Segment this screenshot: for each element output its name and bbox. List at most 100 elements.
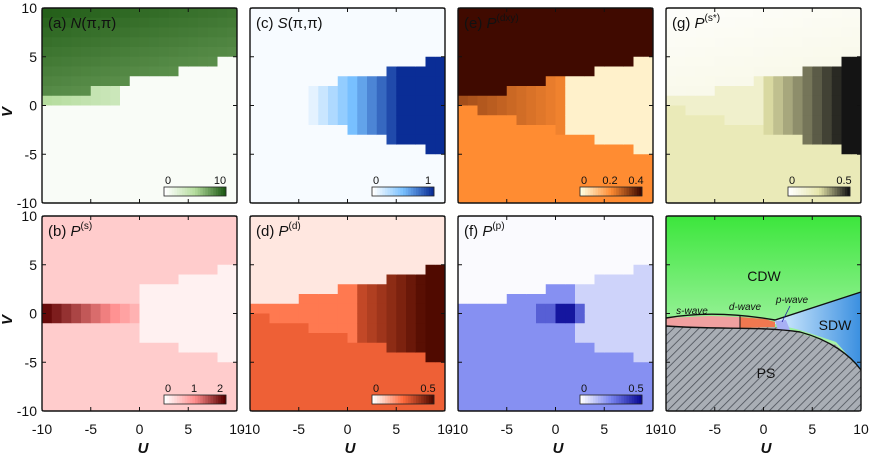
heatmap-cell — [545, 164, 556, 175]
heatmap-cell — [227, 183, 238, 194]
heatmap-cell — [168, 313, 179, 324]
heatmap-cell — [802, 125, 813, 136]
heatmap-cell — [129, 125, 140, 136]
heatmap-cell — [337, 362, 348, 373]
heatmap-cell — [207, 66, 218, 77]
heatmap-cell — [526, 294, 537, 305]
heatmap-cell — [120, 342, 131, 353]
heatmap-cell — [207, 86, 218, 97]
heatmap-cell — [120, 216, 131, 227]
heatmap-cell — [604, 105, 615, 116]
heatmap-cell — [367, 66, 378, 77]
heatmap-cell — [42, 193, 53, 204]
heatmap-cell — [555, 115, 566, 126]
heatmap-cell — [763, 183, 774, 194]
heatmap-cell — [81, 76, 92, 87]
heatmap-cell — [565, 193, 576, 204]
heatmap-cell — [831, 27, 842, 38]
colorbar-segment — [200, 187, 204, 196]
heatmap-cell — [812, 56, 823, 67]
heatmap-cell — [139, 372, 150, 383]
heatmap-cell — [714, 115, 725, 126]
heatmap-cell — [506, 66, 517, 77]
heatmap-cell — [168, 303, 179, 314]
heatmap-cell — [822, 164, 833, 175]
heatmap-cell — [594, 235, 605, 246]
heatmap-cell — [666, 115, 677, 126]
heatmap-cell — [425, 115, 436, 126]
heatmap-cell — [198, 154, 209, 165]
heatmap-cell — [575, 342, 586, 353]
heatmap-cell — [51, 401, 62, 412]
heatmap-cell — [71, 313, 82, 324]
heatmap-cell — [227, 255, 238, 266]
heatmap-cell — [851, 173, 862, 184]
heatmap-cell — [376, 66, 387, 77]
colorbar-segment — [187, 187, 191, 196]
heatmap-cell — [565, 154, 576, 165]
heatmap-cell — [100, 164, 111, 175]
heatmap-cell — [318, 144, 329, 155]
heatmap-cell — [396, 86, 407, 97]
colorbar-segment — [218, 395, 222, 404]
heatmap-cell — [435, 264, 446, 275]
heatmap-cell — [633, 144, 644, 155]
heatmap-cell — [259, 164, 270, 175]
heatmap-cell — [347, 144, 358, 155]
heatmap-cell — [110, 342, 121, 353]
heatmap-cell — [250, 274, 261, 285]
heatmap-cell — [458, 381, 469, 392]
heatmap-cell — [289, 323, 300, 334]
heatmap-cell — [120, 125, 131, 136]
panel-superscript: (s*) — [705, 13, 721, 24]
heatmap-cell — [367, 372, 378, 383]
heatmap-cell — [100, 303, 111, 314]
heatmap-cell — [269, 342, 280, 353]
heatmap-cell — [831, 56, 842, 67]
heatmap-cell — [100, 352, 111, 363]
x-tick-label: 10 — [645, 421, 661, 437]
heatmap-cell — [584, 245, 595, 256]
heatmap-cell — [298, 173, 309, 184]
heatmap-cell — [328, 144, 339, 155]
heatmap-cell — [643, 56, 654, 67]
heatmap-cell — [139, 274, 150, 285]
heatmap-cell — [367, 225, 378, 236]
heatmap-cell — [467, 264, 478, 275]
heatmap-cell — [467, 173, 478, 184]
heatmap-cell — [259, 27, 270, 38]
heatmap-cell — [506, 284, 517, 295]
heatmap-cell — [367, 245, 378, 256]
heatmap-cell — [159, 313, 170, 324]
heatmap-cell — [555, 352, 566, 363]
heatmap-cell — [110, 313, 121, 324]
heatmap-cell — [328, 391, 339, 402]
heatmap-cell — [643, 255, 654, 266]
heatmap-cell — [149, 47, 160, 58]
heatmap-cell — [149, 264, 160, 275]
heatmap-cell — [555, 95, 566, 106]
heatmap-cell — [565, 391, 576, 402]
heatmap-cell — [159, 372, 170, 383]
heatmap-cell — [188, 105, 199, 116]
heatmap-cell — [497, 17, 508, 28]
heatmap-cell — [851, 183, 862, 194]
heatmap-cell — [42, 183, 53, 194]
heatmap-cell — [178, 342, 189, 353]
heatmap-cell — [415, 125, 426, 136]
colorbar-segment — [600, 187, 604, 196]
heatmap-cell — [506, 245, 517, 256]
heatmap-cell — [51, 37, 62, 48]
heatmap-cell — [643, 313, 654, 324]
heatmap-cell — [90, 381, 101, 392]
heatmap-cell — [129, 95, 140, 106]
heatmap-cell — [318, 362, 329, 373]
heatmap-cell — [120, 274, 131, 285]
heatmap-cell — [198, 274, 209, 285]
heatmap-cell — [250, 245, 261, 256]
heatmap-cell — [51, 76, 62, 87]
phase-label-dwave: d-wave — [729, 302, 762, 313]
heatmap-cell — [545, 391, 556, 402]
heatmap-cell — [487, 193, 498, 204]
heatmap-cell — [100, 333, 111, 344]
